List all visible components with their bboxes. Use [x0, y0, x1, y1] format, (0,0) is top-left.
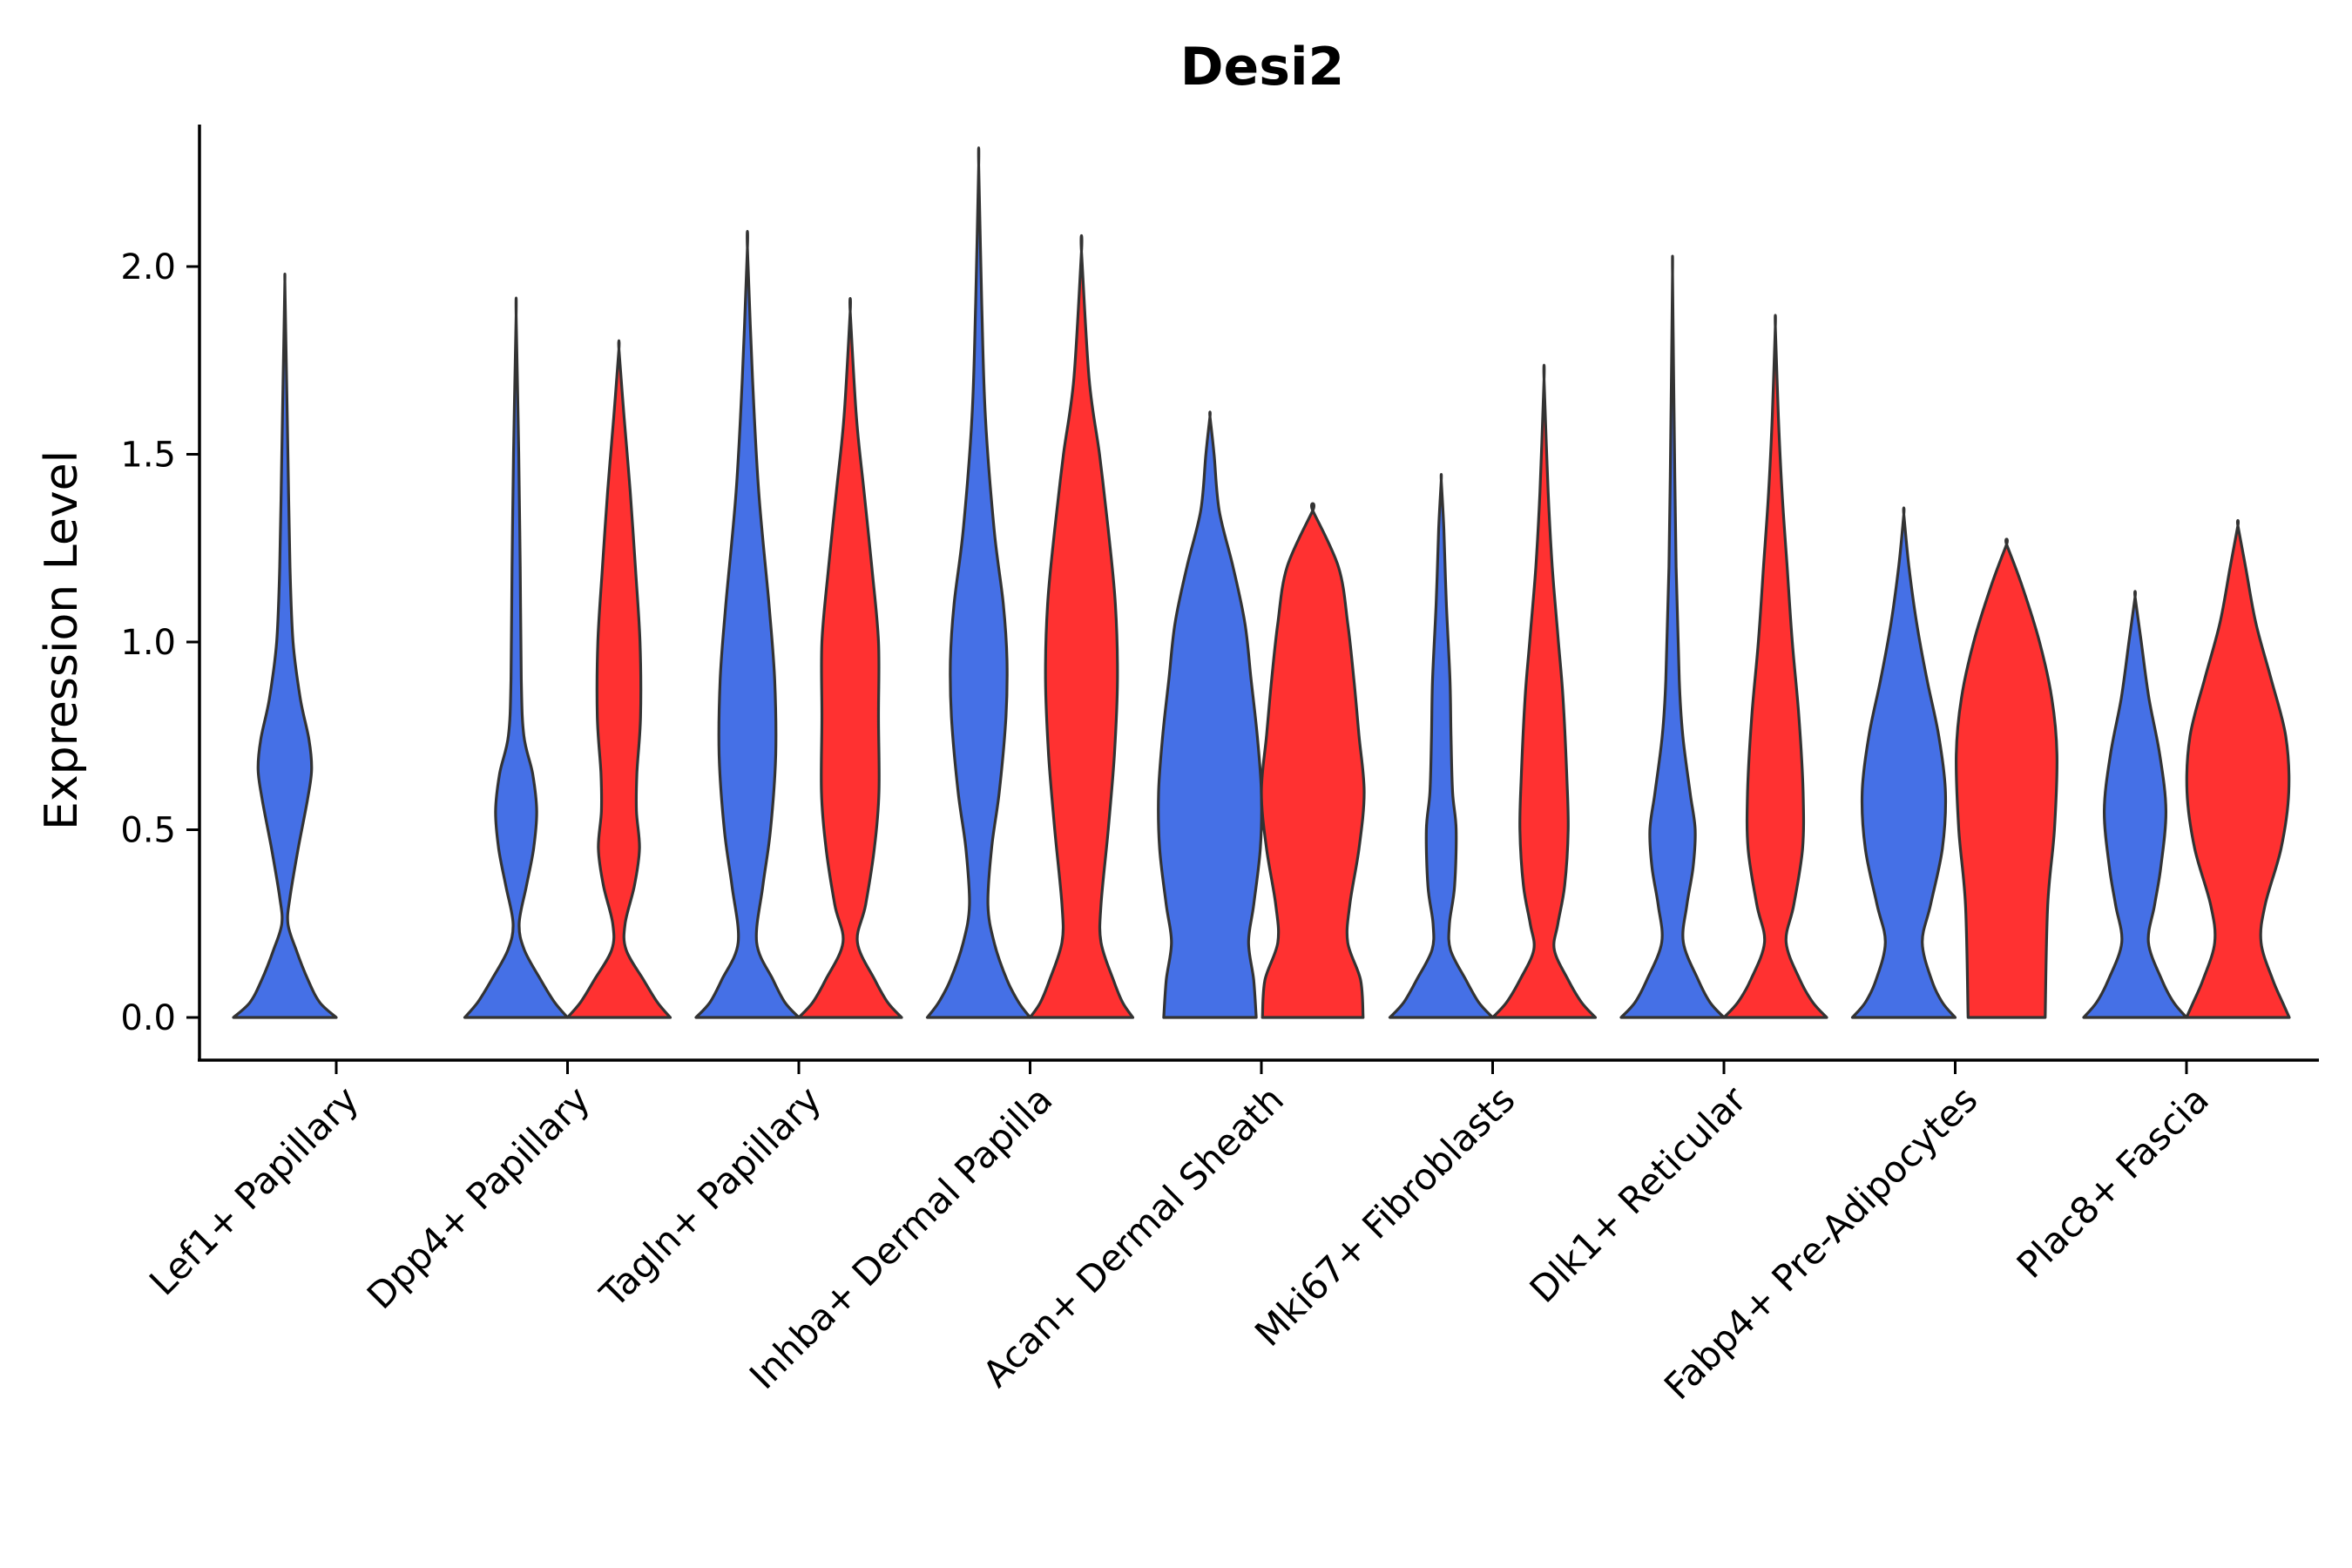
violin-group-1-cat-1 — [463, 296, 570, 1019]
violin-group-2-cat-8 — [2185, 518, 2291, 1019]
violin-group-2-cat-6 — [1722, 314, 1828, 1019]
chart-title: Desi2 — [1180, 37, 1345, 98]
y-tick-label: 1.5 — [120, 436, 176, 476]
violin-group-1-cat-0 — [232, 272, 338, 1019]
y-axis-label: Expression Level — [36, 450, 88, 830]
y-tick-label: 0.0 — [120, 998, 176, 1038]
violin-group — [232, 146, 2291, 1019]
x-tick-label: Mki67+ Fibroblasts — [1247, 1078, 1523, 1354]
violin-group-1-cat-8 — [2082, 590, 2188, 1019]
x-tick-label: Dpp4+ Papillary — [359, 1078, 598, 1317]
violin-group-1-cat-6 — [1619, 254, 1726, 1019]
violin-group-2-cat-3 — [1028, 233, 1135, 1019]
violin-group-1-cat-7 — [1850, 506, 1957, 1019]
violin-group-1-cat-5 — [1388, 473, 1495, 1019]
violin-group-1-cat-3 — [925, 146, 1032, 1019]
x-tick-label: Dlk1+ Reticular — [1522, 1078, 1755, 1311]
violin-group-2-cat-1 — [565, 339, 672, 1019]
violin-group-2-cat-7 — [1955, 537, 2058, 1019]
violin-group-2-cat-5 — [1490, 363, 1598, 1019]
x-tick-label: Plac8+ Fascia — [2009, 1078, 2217, 1286]
violin-group-1-cat-4 — [1157, 410, 1263, 1019]
y-tick-label: 0.5 — [120, 811, 176, 851]
x-tick-label: Lef1+ Papillary — [141, 1078, 367, 1303]
y-tick-label: 2.0 — [120, 247, 176, 287]
x-tick-label: Tagln+ Papillary — [591, 1078, 829, 1315]
violin-group-1-cat-2 — [694, 230, 801, 1019]
violin-group-2-cat-4 — [1260, 502, 1366, 1019]
violin-group-2-cat-2 — [797, 297, 903, 1019]
y-tick-group: 0.0 0.5 1.0 1.5 2.0 — [120, 247, 199, 1038]
y-tick-label: 1.0 — [120, 623, 176, 663]
